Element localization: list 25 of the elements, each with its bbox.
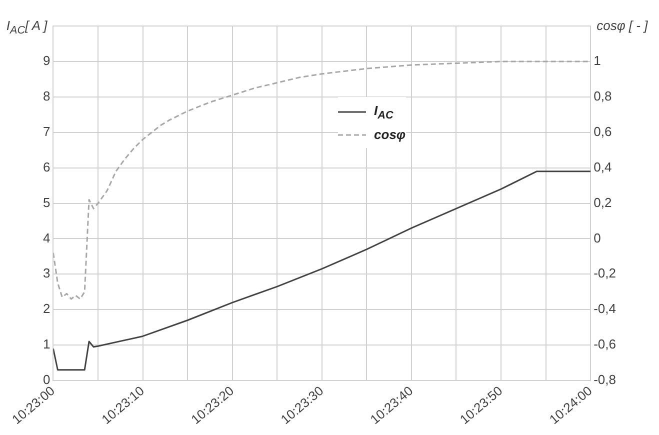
y-tick-label: 3 bbox=[42, 266, 50, 281]
y2-tick-label: 0 bbox=[594, 230, 601, 246]
line-series bbox=[53, 60, 591, 300]
y-axis-title: I$_{AC}$[ A ] bbox=[5, 18, 48, 37]
y2-tick-label: -0,2 bbox=[594, 266, 616, 281]
y2-axis-title: cosφ [ - ] bbox=[596, 18, 648, 33]
y-tick-label: 1 bbox=[42, 336, 50, 352]
y-tick-label: 5 bbox=[42, 194, 50, 210]
y-tick-label: 9 bbox=[42, 53, 50, 68]
y2-tick-label: -0,8 bbox=[594, 372, 616, 388]
y2-tick-label: 0,4 bbox=[594, 159, 612, 174]
y-tick-label: 4 bbox=[42, 230, 50, 246]
y-tick-label: 7 bbox=[42, 124, 50, 139]
y-tick-label: 6 bbox=[42, 159, 50, 174]
y-tick-label: 8 bbox=[42, 88, 50, 104]
y2-tick-label: 0,6 bbox=[594, 124, 612, 139]
y2-tick-label: -0,6 bbox=[594, 336, 616, 352]
y-tick-label: 2 bbox=[42, 301, 50, 316]
legend-label: I$_{AC}$ bbox=[374, 102, 394, 122]
legend-label: cosφ bbox=[374, 127, 406, 142]
y-tick-label: 0 bbox=[42, 372, 50, 388]
y2-tick-label: -0,4 bbox=[594, 301, 616, 316]
y2-tick-label: 0,2 bbox=[594, 194, 612, 210]
y2-tick-label: 1 bbox=[594, 53, 601, 68]
y2-tick-label: 0,8 bbox=[594, 88, 612, 104]
